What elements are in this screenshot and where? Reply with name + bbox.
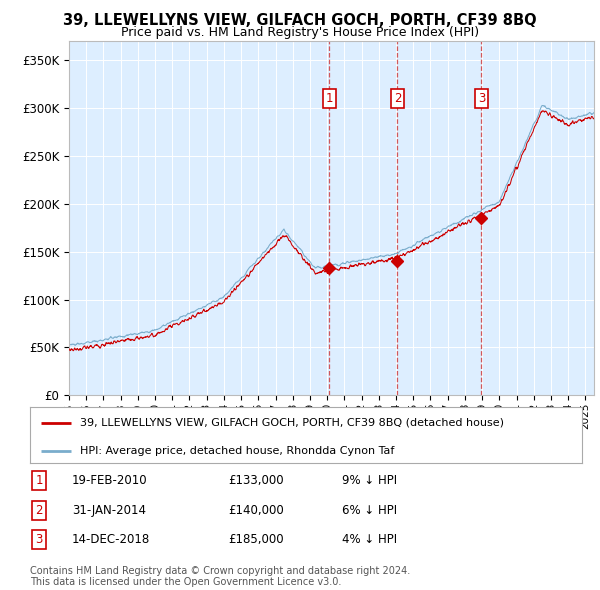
Text: 14-DEC-2018: 14-DEC-2018 (72, 533, 150, 546)
Text: £140,000: £140,000 (228, 504, 284, 517)
Text: 9% ↓ HPI: 9% ↓ HPI (342, 474, 397, 487)
Text: 31-JAN-2014: 31-JAN-2014 (72, 504, 146, 517)
Text: 19-FEB-2010: 19-FEB-2010 (72, 474, 148, 487)
Text: £133,000: £133,000 (228, 474, 284, 487)
Text: 2: 2 (35, 504, 43, 517)
Text: 4% ↓ HPI: 4% ↓ HPI (342, 533, 397, 546)
Text: 3: 3 (35, 533, 43, 546)
Text: Contains HM Land Registry data © Crown copyright and database right 2024.: Contains HM Land Registry data © Crown c… (30, 566, 410, 576)
Text: 39, LLEWELLYNS VIEW, GILFACH GOCH, PORTH, CF39 8BQ (detached house): 39, LLEWELLYNS VIEW, GILFACH GOCH, PORTH… (80, 418, 503, 428)
Text: 1: 1 (35, 474, 43, 487)
Text: HPI: Average price, detached house, Rhondda Cynon Taf: HPI: Average price, detached house, Rhon… (80, 446, 394, 456)
Text: Price paid vs. HM Land Registry's House Price Index (HPI): Price paid vs. HM Land Registry's House … (121, 26, 479, 39)
Text: 2: 2 (394, 92, 401, 105)
Text: 1: 1 (326, 92, 333, 105)
Text: This data is licensed under the Open Government Licence v3.0.: This data is licensed under the Open Gov… (30, 577, 341, 587)
Text: 6% ↓ HPI: 6% ↓ HPI (342, 504, 397, 517)
Text: 39, LLEWELLYNS VIEW, GILFACH GOCH, PORTH, CF39 8BQ: 39, LLEWELLYNS VIEW, GILFACH GOCH, PORTH… (63, 13, 537, 28)
Text: 3: 3 (478, 92, 485, 105)
Text: £185,000: £185,000 (228, 533, 284, 546)
